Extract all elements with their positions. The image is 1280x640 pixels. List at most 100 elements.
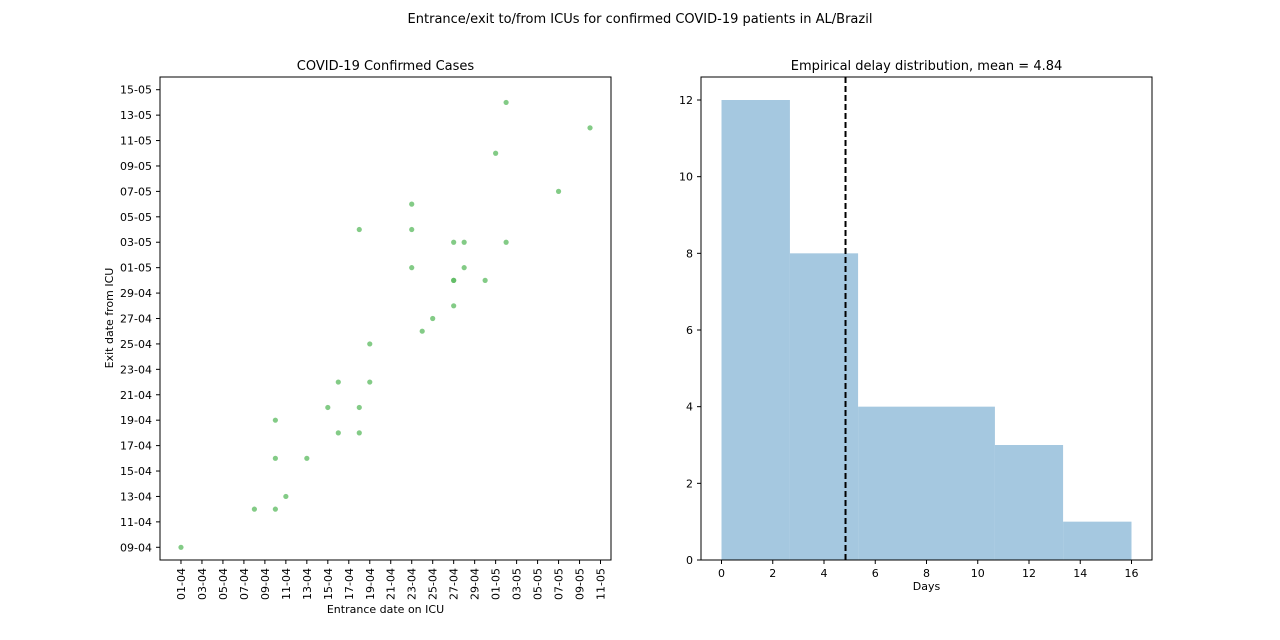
scatter-y-tick-label: 19-04 bbox=[120, 414, 152, 427]
scatter-y-axis: 09-04 11-04 13-04 15-04 17-04 19-04 21-04 23-04… bbox=[120, 84, 160, 554]
scatter-point bbox=[335, 379, 341, 385]
histogram-x-tick-label: 2 bbox=[769, 567, 776, 580]
histogram-x-tick-label: 14 bbox=[1073, 567, 1087, 580]
scatter-x-tick-label: 03-04 bbox=[196, 568, 209, 600]
histogram-y-tick-label: 8 bbox=[686, 247, 693, 260]
scatter-x-tick-label: 11-05 bbox=[595, 568, 608, 600]
histogram-x-tick-label: 0 bbox=[718, 567, 725, 580]
scatter-y-tick-label: 23-04 bbox=[120, 363, 152, 376]
scatter-y-tick-label: 15-04 bbox=[120, 465, 152, 478]
scatter-x-tick-label: 05-04 bbox=[217, 568, 230, 600]
scatter-x-tick-label: 15-04 bbox=[322, 568, 335, 600]
scatter-y-tick-label: 15-05 bbox=[120, 84, 152, 97]
histogram-x-tick-label: 16 bbox=[1125, 567, 1139, 580]
scatter-point bbox=[482, 277, 488, 283]
scatter-point bbox=[430, 315, 436, 322]
scatter-y-tick-label: 13-04 bbox=[120, 490, 152, 503]
scatter-y-tick-label: 03-05 bbox=[120, 236, 152, 249]
scatter-x-tick-label: 27-04 bbox=[448, 568, 461, 600]
scatter-x-tick-label: 01-05 bbox=[490, 568, 503, 600]
scatter-y-label: Exit date from ICU bbox=[103, 268, 116, 369]
scatter-point bbox=[419, 328, 425, 334]
histogram-x-label: Days bbox=[913, 580, 941, 593]
scatter-x-tick-label: 07-05 bbox=[553, 568, 566, 600]
scatter-point bbox=[409, 226, 415, 233]
scatter-point bbox=[451, 239, 457, 245]
scatter-y-tick-label: 11-05 bbox=[120, 135, 152, 148]
scatter-point bbox=[367, 379, 373, 385]
scatter-point bbox=[178, 544, 184, 550]
scatter-point bbox=[272, 455, 278, 461]
scatter-y-tick-label: 05-05 bbox=[120, 211, 152, 224]
scatter-point bbox=[367, 341, 373, 347]
scatter-point bbox=[493, 150, 499, 156]
scatter-x-tick-label: 25-04 bbox=[427, 568, 440, 600]
scatter-point bbox=[461, 265, 467, 271]
scatter-point bbox=[587, 125, 593, 131]
scatter-x-tick-label: 05-05 bbox=[532, 568, 545, 600]
scatter-plot-area bbox=[159, 76, 612, 561]
histogram-bar bbox=[789, 253, 859, 561]
scatter-x-tick-label: 19-04 bbox=[364, 568, 377, 600]
scatter-y-tick-label: 21-04 bbox=[120, 389, 152, 402]
scatter-point bbox=[251, 506, 257, 512]
histogram-title: Empirical delay distribution, mean = 4.8… bbox=[791, 59, 1063, 74]
scatter-x-label: Entrance date on ICU bbox=[327, 603, 444, 616]
histogram-bar bbox=[926, 406, 995, 560]
scatter-y-tick-label: 25-04 bbox=[120, 338, 152, 351]
histogram-x-axis: 0 2 4 6 8 10 12 14 16 bbox=[718, 560, 1139, 580]
scatter-points bbox=[178, 99, 593, 550]
histogram-bar bbox=[858, 406, 927, 560]
scatter-y-tick-label: 01-05 bbox=[120, 262, 152, 275]
scatter-x-tick-label: 13-04 bbox=[301, 568, 314, 600]
histogram-bar bbox=[1063, 521, 1132, 560]
histogram-x-tick-label: 10 bbox=[971, 567, 985, 580]
scatter-x-tick-label: 01-04 bbox=[175, 568, 188, 600]
scatter-point bbox=[283, 493, 289, 500]
scatter-point bbox=[272, 417, 278, 423]
scatter-point bbox=[409, 265, 415, 271]
histogram-y-tick-label: 10 bbox=[679, 171, 693, 184]
scatter-point bbox=[503, 99, 509, 106]
scatter-point bbox=[503, 239, 509, 245]
scatter-point bbox=[356, 404, 362, 411]
scatter-point bbox=[451, 303, 457, 309]
scatter-y-tick-label: 27-04 bbox=[120, 313, 152, 326]
histogram-bar bbox=[994, 445, 1064, 560]
scatter-panel: COVID-19 Confirmed Cases 09-04 11-04 13-04… bbox=[103, 59, 612, 616]
histogram-bar bbox=[721, 100, 790, 560]
scatter-point bbox=[335, 430, 341, 436]
histogram-y-tick-label: 0 bbox=[686, 554, 693, 567]
scatter-x-tick-label: 21-04 bbox=[385, 568, 398, 600]
histogram-y-axis: 0 2 4 6 8 10 12 bbox=[679, 94, 701, 567]
histogram-bars bbox=[721, 100, 1132, 561]
scatter-x-axis: 01-04 03-04 05-04 07-04 09-04 11-04 13-04 15-04… bbox=[175, 560, 608, 600]
scatter-point bbox=[304, 455, 310, 461]
scatter-x-tick-label: 03-05 bbox=[511, 568, 524, 600]
scatter-x-tick-label: 09-05 bbox=[574, 568, 587, 600]
scatter-x-tick-label: 09-04 bbox=[259, 568, 272, 600]
scatter-x-tick-label: 23-04 bbox=[406, 568, 419, 600]
scatter-x-tick-label: 11-04 bbox=[280, 568, 293, 600]
histogram-x-tick-label: 4 bbox=[821, 567, 828, 580]
histogram-y-tick-label: 6 bbox=[686, 324, 693, 337]
scatter-point bbox=[356, 430, 362, 436]
scatter-y-tick-label: 07-05 bbox=[120, 185, 152, 198]
histogram-x-tick-label: 12 bbox=[1022, 567, 1036, 580]
figure-suptitle: Entrance/exit to/from ICUs for confirmed… bbox=[408, 12, 873, 27]
scatter-y-tick-label: 09-04 bbox=[120, 541, 152, 554]
histogram-y-tick-label: 4 bbox=[686, 401, 693, 414]
histogram-x-tick-label: 8 bbox=[923, 567, 930, 580]
scatter-x-tick-label: 29-04 bbox=[469, 568, 482, 600]
scatter-point bbox=[451, 277, 457, 283]
scatter-y-tick-label: 29-04 bbox=[120, 287, 152, 300]
scatter-point bbox=[409, 201, 415, 207]
histogram-y-tick-label: 2 bbox=[686, 477, 693, 490]
scatter-point bbox=[555, 188, 562, 194]
scatter-point bbox=[356, 226, 362, 233]
scatter-point bbox=[325, 404, 331, 411]
scatter-x-tick-label: 07-04 bbox=[238, 568, 251, 600]
histogram-panel: Empirical delay distribution, mean = 4.8… bbox=[679, 59, 1153, 593]
scatter-x-tick-label: 17-04 bbox=[343, 568, 356, 600]
